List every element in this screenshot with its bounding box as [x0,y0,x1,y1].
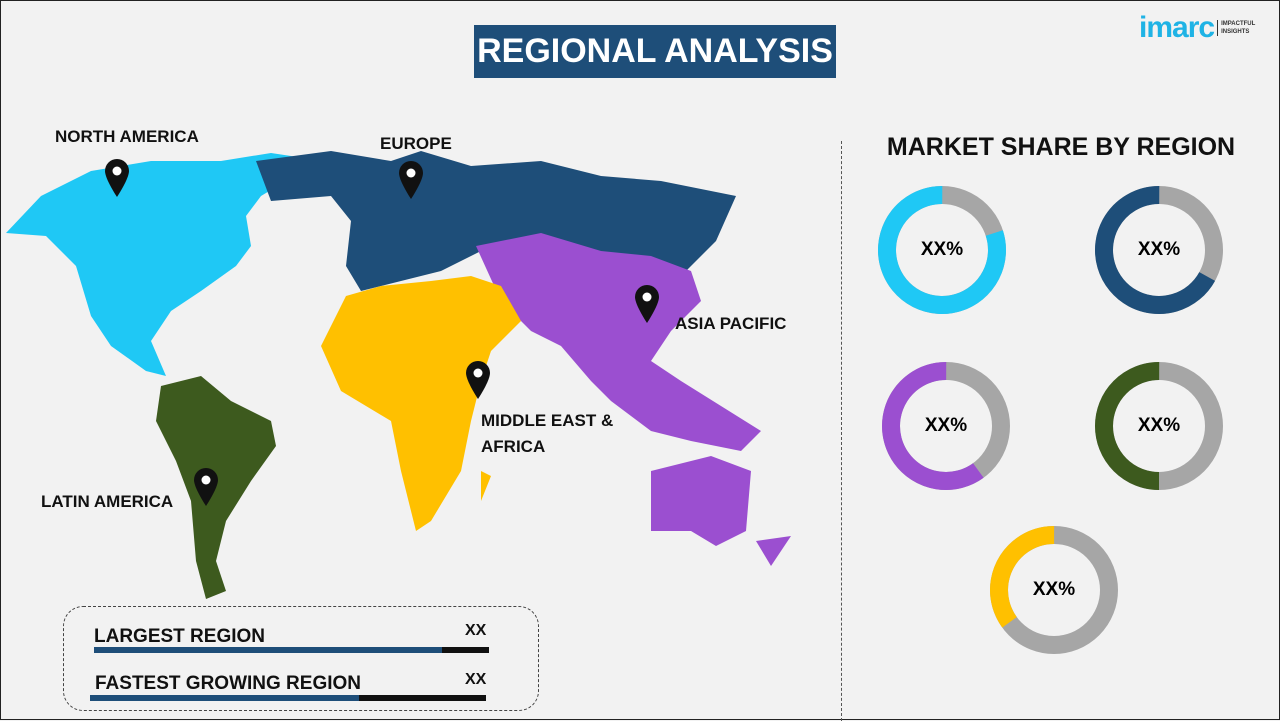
largest-region-bar [94,647,489,653]
donut-label: XX% [1137,239,1181,260]
donut-share-arc [882,362,1010,490]
divider [841,141,842,721]
label-middle-east-africa: MIDDLE EAST & AFRICA [481,411,614,456]
page-title: REGIONAL ANALYSIS [474,25,836,78]
map-pin-icon [105,159,129,197]
donut-asia-pacific: XX% [881,361,1011,491]
region-europe [256,151,736,291]
donut-share-arc [1095,362,1223,490]
donut-middle-east-africa: XX% [989,525,1119,655]
donut-label: XX% [1032,579,1076,600]
donut-latin-america: XX% [1094,361,1224,491]
market-share-title: MARKET SHARE BY REGION [886,133,1236,161]
imarc-logo: imarc IMPACTFUL INSIGHTS [1139,11,1259,45]
donut-europe: XX% [1094,185,1224,315]
fastest-growing-region-label: FASTEST GROWING REGION [95,673,362,694]
largest-region-label: LARGEST REGION [94,626,266,647]
donut-north-america: XX% [877,185,1007,315]
fastest-growing-region-bar [90,695,486,701]
donut-label: XX% [924,415,968,436]
label-asia-pacific: ASIA PACIFIC [675,314,787,333]
map-pin-icon [194,468,218,506]
region-asia-pacific [476,233,791,566]
fastest-growing-region-value: XX [465,671,487,688]
label-europe: EUROPE [380,134,452,153]
donut-label: XX% [1137,415,1181,436]
donut-label: XX% [920,239,964,260]
map-pin-icon [399,161,423,199]
map-pin-icon [466,361,490,399]
region-middle-east-africa [321,276,521,531]
region-north-america [6,153,311,376]
label-latin-america: LATIN AMERICA [41,492,174,511]
summary-box [63,606,539,711]
map-pin-icon [635,285,659,323]
largest-region-value: XX [465,622,487,639]
label-north-america: NORTH AMERICA [55,127,199,146]
